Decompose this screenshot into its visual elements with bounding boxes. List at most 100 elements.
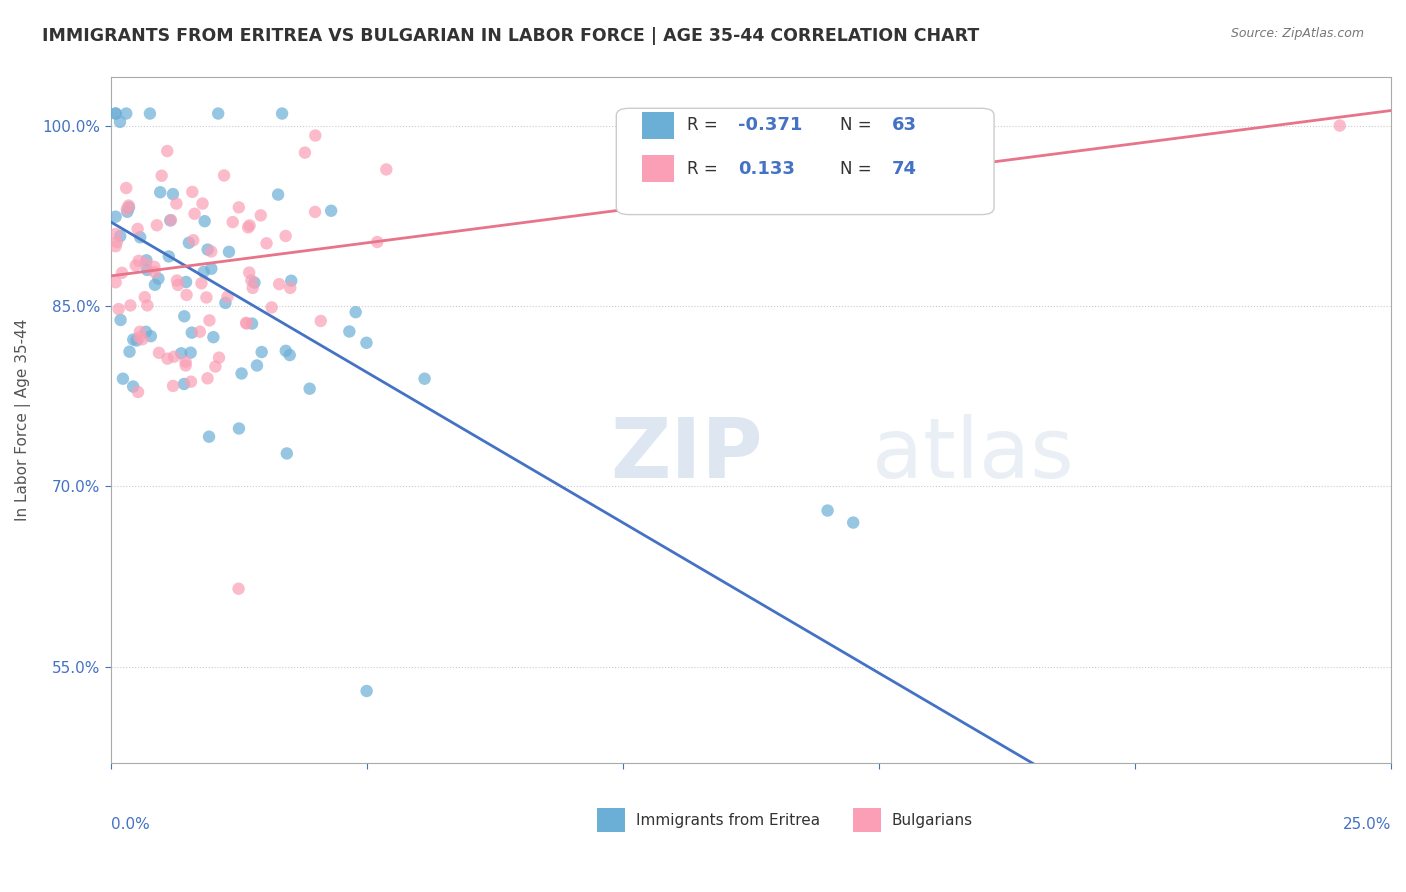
Bulgarians	[128, 330, 150, 344]
Bulgarians	[228, 582, 250, 596]
Immigrants from Eritrea	[117, 204, 139, 219]
Immigrants from Eritrea	[174, 275, 197, 289]
Bulgarians	[198, 313, 221, 327]
Immigrants from Eritrea	[842, 516, 865, 530]
Immigrants from Eritrea	[118, 344, 141, 359]
Immigrants from Eritrea	[228, 421, 250, 435]
Bulgarians	[235, 317, 257, 331]
Bulgarians	[278, 281, 301, 295]
Text: R =: R =	[686, 160, 723, 178]
Bulgarians	[156, 144, 179, 158]
Immigrants from Eritrea	[200, 261, 222, 276]
Bulgarians	[195, 290, 218, 304]
Bulgarians	[208, 351, 231, 365]
Immigrants from Eritrea	[136, 263, 159, 277]
Immigrants from Eritrea	[280, 274, 302, 288]
Bulgarians	[181, 233, 204, 247]
Bulgarians	[167, 277, 190, 292]
Bulgarians	[309, 314, 332, 328]
Immigrants from Eritrea	[122, 379, 145, 393]
Immigrants from Eritrea	[231, 367, 253, 381]
Bulgarians	[131, 332, 153, 346]
Immigrants from Eritrea	[173, 376, 195, 391]
Bulgarians	[120, 298, 142, 312]
Immigrants from Eritrea	[148, 271, 170, 285]
Bulgarians	[238, 266, 260, 280]
Immigrants from Eritrea	[817, 503, 839, 517]
Immigrants from Eritrea	[118, 200, 141, 214]
Immigrants from Eritrea	[218, 244, 240, 259]
FancyBboxPatch shape	[853, 808, 882, 831]
Bulgarians	[181, 185, 204, 199]
Bulgarians	[236, 220, 259, 235]
Text: atlas: atlas	[872, 414, 1074, 495]
Immigrants from Eritrea	[111, 372, 134, 386]
Bulgarians	[128, 325, 150, 339]
Text: IMMIGRANTS FROM ERITREA VS BULGARIAN IN LABOR FORCE | AGE 35-44 CORRELATION CHAR: IMMIGRANTS FROM ERITREA VS BULGARIAN IN …	[42, 27, 980, 45]
FancyBboxPatch shape	[598, 808, 626, 831]
Bulgarians	[366, 235, 388, 249]
Bulgarians	[135, 256, 157, 270]
Bulgarians	[188, 325, 211, 339]
Text: 74: 74	[891, 160, 917, 178]
Bulgarians	[197, 371, 219, 385]
Bulgarians	[125, 259, 148, 273]
Immigrants from Eritrea	[143, 277, 166, 292]
Immigrants from Eritrea	[356, 684, 378, 698]
Bulgarians	[239, 219, 262, 233]
Text: -0.371: -0.371	[738, 117, 803, 135]
Bulgarians	[128, 253, 150, 268]
Bulgarians	[269, 277, 291, 292]
Immigrants from Eritrea	[110, 313, 132, 327]
FancyBboxPatch shape	[616, 108, 994, 215]
Immigrants from Eritrea	[413, 372, 436, 386]
Bulgarians	[294, 145, 316, 160]
Bulgarians	[242, 281, 264, 295]
Immigrants from Eritrea	[298, 382, 321, 396]
Bulgarians	[174, 359, 197, 373]
Bulgarians	[127, 222, 149, 236]
Bulgarians	[136, 298, 159, 312]
Immigrants from Eritrea	[104, 106, 127, 120]
Bulgarians	[274, 229, 297, 244]
Text: N =: N =	[841, 160, 877, 178]
Immigrants from Eritrea	[135, 253, 157, 268]
Bulgarians	[143, 265, 166, 279]
Immigrants from Eritrea	[180, 345, 202, 359]
Bulgarians	[240, 273, 263, 287]
Text: 0.0%: 0.0%	[111, 817, 149, 832]
Immigrants from Eritrea	[276, 446, 298, 460]
Immigrants from Eritrea	[170, 346, 193, 360]
Immigrants from Eritrea	[115, 106, 138, 120]
Immigrants from Eritrea	[274, 343, 297, 358]
Bulgarians	[104, 239, 127, 253]
Bulgarians	[260, 301, 283, 315]
Immigrants from Eritrea	[162, 187, 184, 202]
Immigrants from Eritrea	[250, 345, 273, 359]
Immigrants from Eritrea	[356, 335, 378, 350]
Bulgarians	[111, 266, 134, 280]
Immigrants from Eritrea	[159, 213, 181, 227]
Text: 25.0%: 25.0%	[1343, 817, 1391, 832]
Bulgarians	[160, 213, 183, 227]
Immigrants from Eritrea	[207, 106, 229, 120]
Bulgarians	[107, 301, 129, 316]
Immigrants from Eritrea	[240, 317, 263, 331]
Immigrants from Eritrea	[267, 187, 290, 202]
Bulgarians	[115, 202, 138, 216]
Bulgarians	[204, 359, 226, 374]
Immigrants from Eritrea	[246, 359, 269, 373]
Immigrants from Eritrea	[125, 334, 148, 348]
Bulgarians	[1329, 119, 1351, 133]
Bulgarians	[105, 235, 128, 249]
Immigrants from Eritrea	[337, 325, 360, 339]
Bulgarians	[104, 275, 127, 289]
Bulgarians	[163, 350, 186, 364]
Bulgarians	[256, 236, 278, 251]
Bulgarians	[212, 169, 235, 183]
Immigrants from Eritrea	[180, 326, 202, 340]
Immigrants from Eritrea	[122, 333, 145, 347]
Immigrants from Eritrea	[108, 115, 131, 129]
Bulgarians	[217, 290, 239, 304]
Immigrants from Eritrea	[104, 210, 127, 224]
